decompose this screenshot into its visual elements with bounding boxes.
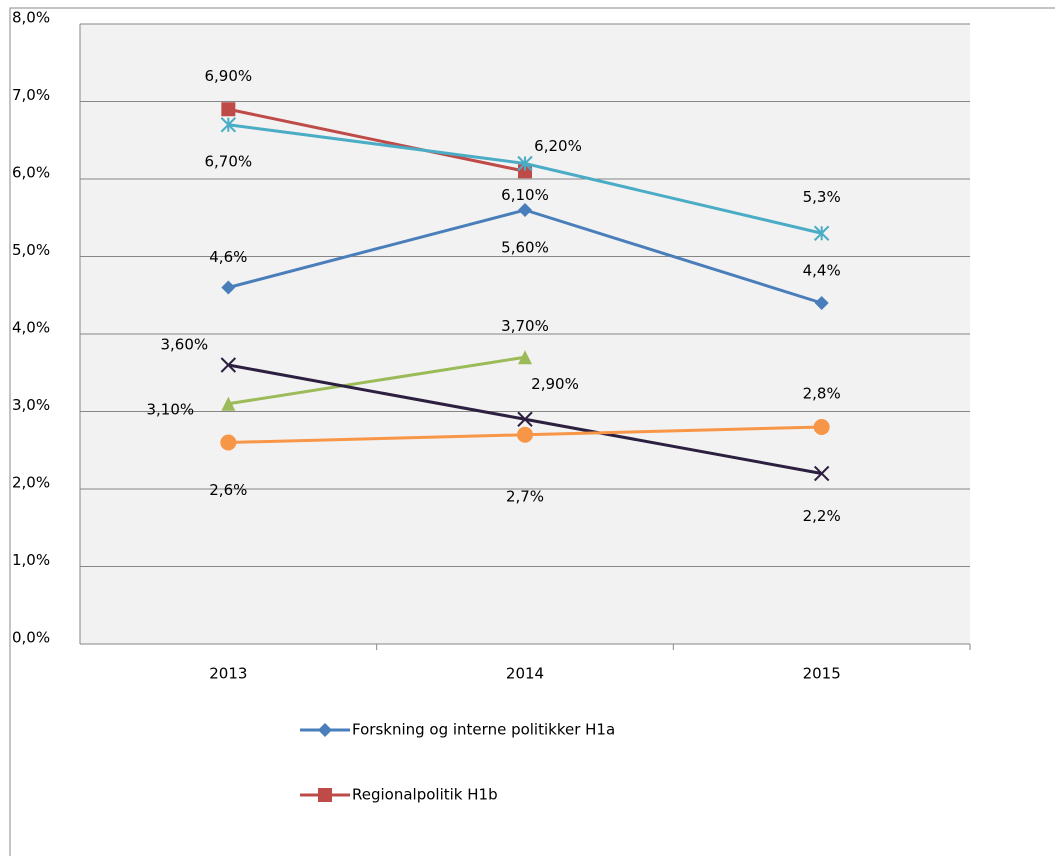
data-point	[517, 155, 533, 172]
x-tick-label: 2015	[803, 665, 841, 683]
legend-marker	[318, 723, 332, 737]
data-label: 4,4%	[803, 262, 841, 280]
y-tick-label: 7,0%	[12, 86, 50, 104]
series-line	[228, 107, 526, 173]
data-label: 2,90%	[531, 375, 579, 393]
data-label: 2,7%	[506, 487, 544, 505]
x-tick-label: 2013	[209, 665, 247, 683]
data-label: 3,70%	[501, 317, 549, 335]
y-tick-label: 0,0%	[12, 629, 50, 647]
y-tick-label: 8,0%	[12, 9, 50, 27]
data-point	[814, 296, 829, 310]
y-tick-label: 6,0%	[12, 164, 50, 182]
data-label: 2,8%	[803, 385, 841, 403]
data-label: 6,70%	[205, 152, 253, 170]
data-point	[220, 357, 237, 373]
y-tick-label: 5,0%	[12, 241, 50, 259]
data-point	[813, 419, 830, 435]
y-tick-label: 2,0%	[12, 474, 50, 492]
y-tick-label: 1,0%	[12, 551, 50, 569]
data-label: 5,3%	[803, 188, 841, 206]
data-label: 6,90%	[205, 67, 253, 85]
data-point	[813, 465, 830, 482]
data-label: 6,20%	[534, 137, 582, 155]
data-point	[518, 203, 532, 217]
data-point	[517, 411, 533, 427]
data-point	[220, 117, 237, 133]
data-label: 5,60%	[501, 239, 549, 257]
series-line	[228, 355, 526, 406]
data-label: 4,6%	[209, 248, 247, 266]
y-tick-label: 4,0%	[12, 319, 50, 337]
legend-marker	[318, 788, 332, 802]
data-point	[518, 350, 532, 365]
legend-label: Regionalpolitik H1b	[352, 786, 498, 804]
data-point	[221, 102, 236, 117]
data-point	[221, 280, 236, 295]
data-label: 3,60%	[161, 336, 209, 354]
data-point	[220, 434, 237, 451]
legend-label: Forskning og interne politikker H1a	[352, 721, 615, 739]
data-label: 3,10%	[147, 400, 195, 418]
data-label: 6,10%	[501, 186, 549, 204]
data-point	[813, 225, 830, 241]
data-point	[221, 396, 236, 411]
data-label: 2,2%	[803, 507, 841, 525]
x-tick-label: 2014	[506, 665, 544, 683]
data-label: 2,6%	[209, 481, 247, 499]
data-point	[517, 426, 533, 443]
y-tick-label: 3,0%	[12, 396, 50, 414]
